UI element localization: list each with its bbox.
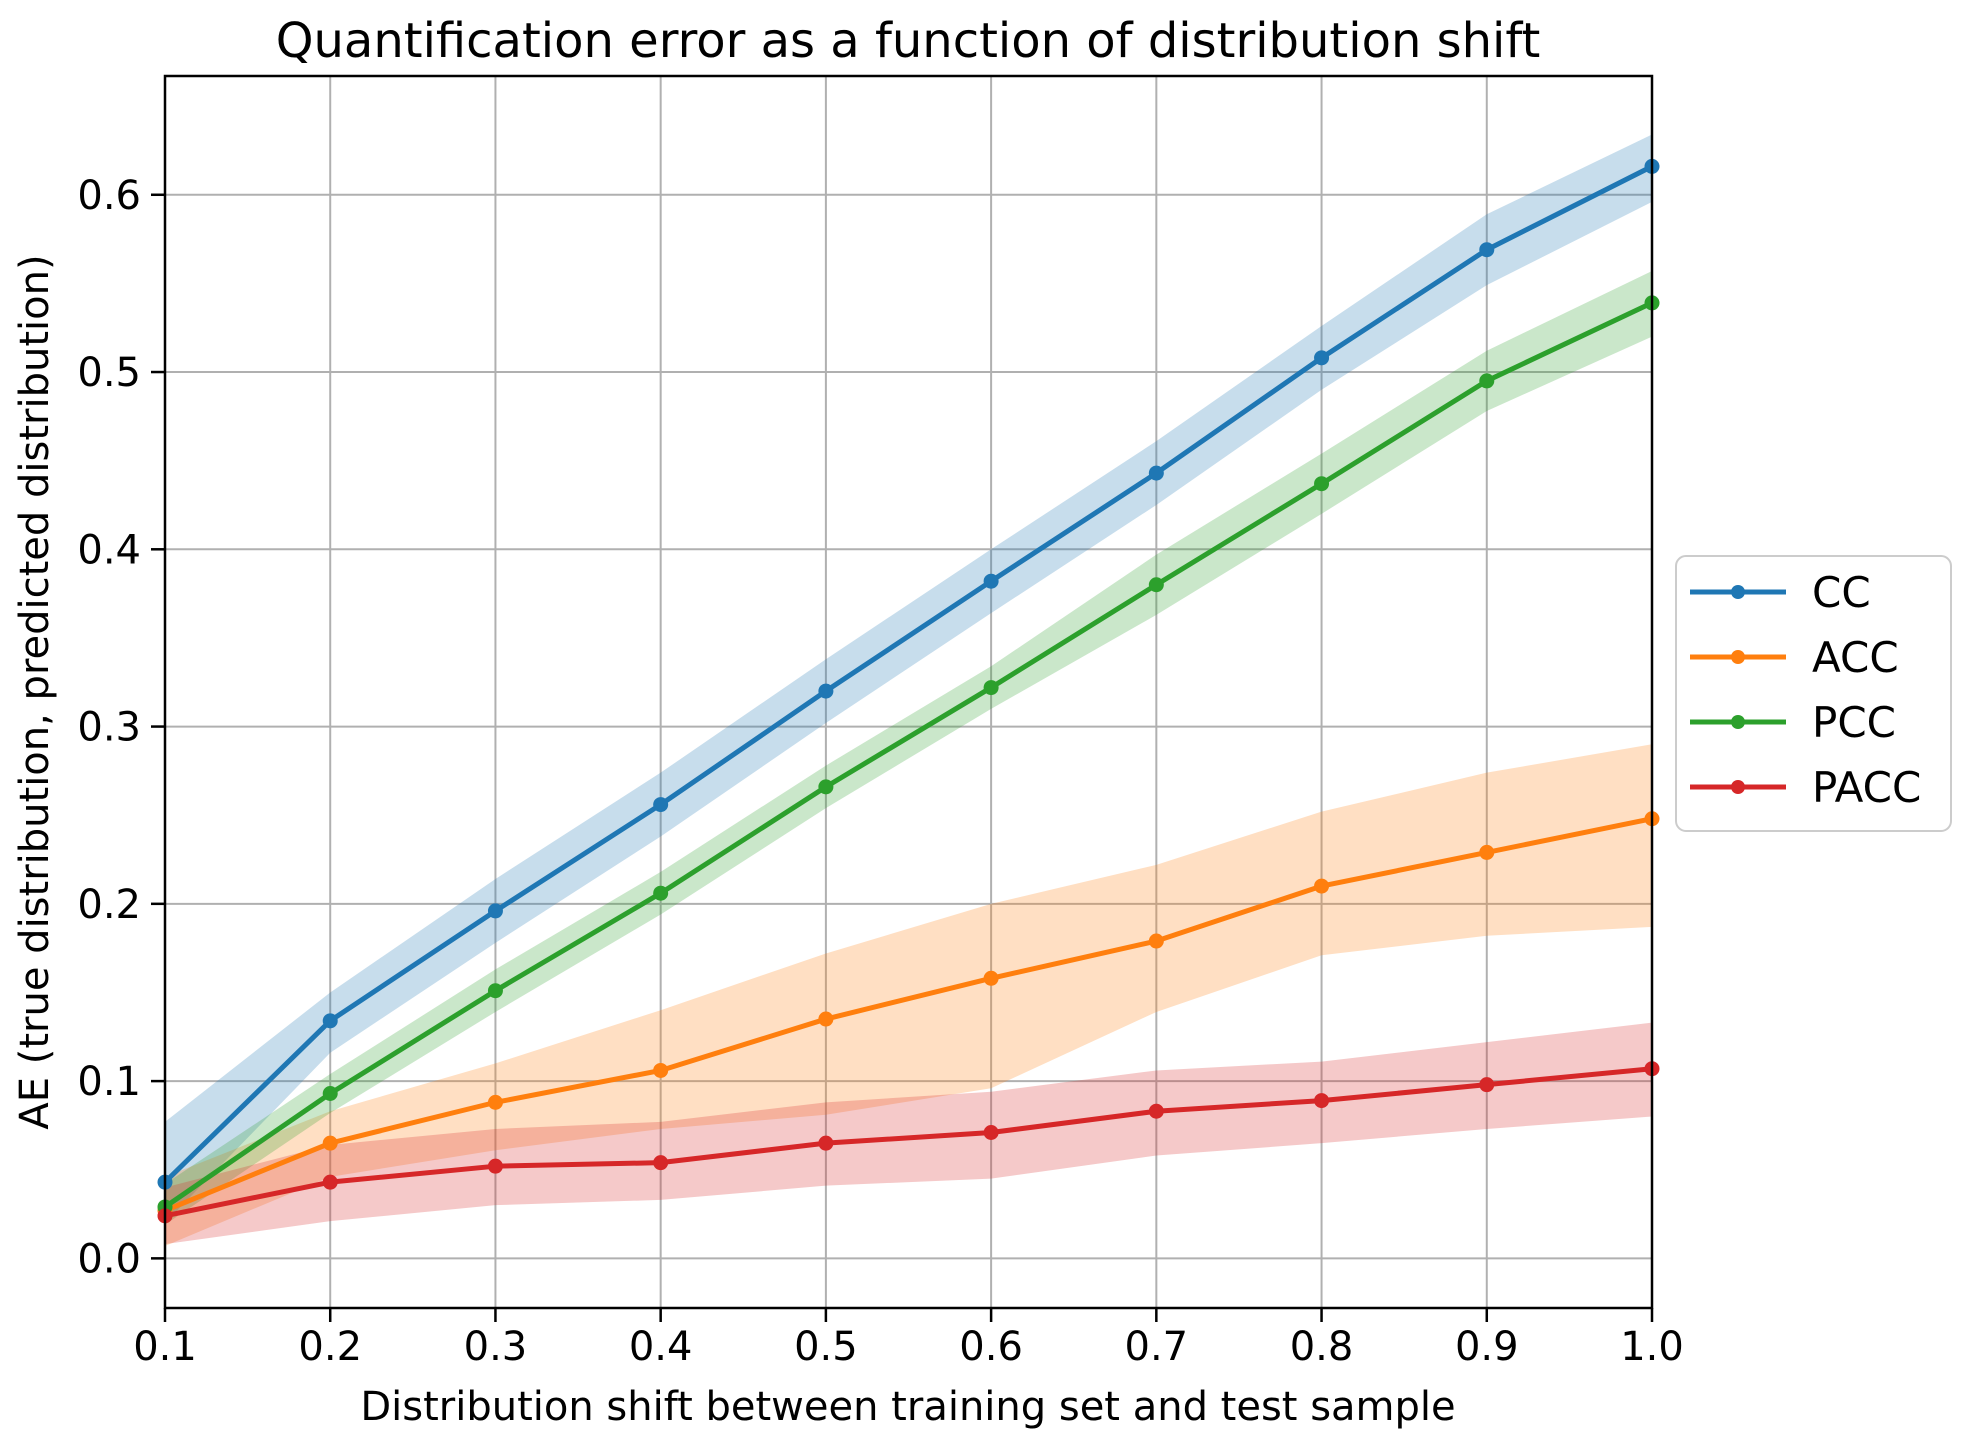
marker-PCC-0.2 <box>322 1086 338 1102</box>
marker-PACC-0.8 <box>1314 1093 1330 1109</box>
x-axis-label: Distribution shift between training set … <box>360 1384 1455 1430</box>
series-line-PACC <box>162 1066 1655 1219</box>
marker-PACC-0.9 <box>1479 1077 1495 1093</box>
legend-entry-PCC: PCC <box>1690 698 1896 747</box>
legend-marker-CC <box>1731 585 1745 599</box>
x-tick-label-0.6: 0.6 <box>959 1324 1023 1370</box>
chart-title: Quantification error as a function of di… <box>276 13 1541 69</box>
tick-layer <box>151 193 1654 1322</box>
marker-CC-0.7 <box>1148 465 1164 481</box>
x-tick-label-0.8: 0.8 <box>1290 1324 1354 1370</box>
legend-entry-CC: CC <box>1690 568 1871 617</box>
legend-entry-PACC: PACC <box>1690 763 1921 812</box>
legend-label-ACC: ACC <box>1812 633 1899 682</box>
confidence-band-ACC <box>165 744 1652 1246</box>
marker-PCC-0.9 <box>1479 373 1495 389</box>
marker-ACC-0.5 <box>818 1011 834 1027</box>
confidence-band-CC <box>165 134 1652 1223</box>
x-tick-label-0.9: 0.9 <box>1455 1324 1519 1370</box>
y-tick-label-0.3: 0.3 <box>77 705 141 751</box>
x-tick-label-0.2: 0.2 <box>298 1324 362 1370</box>
marker-ACC-0.4 <box>653 1062 669 1078</box>
marker-PACC-0.2 <box>322 1174 338 1190</box>
y-tick-label-0.5: 0.5 <box>77 350 141 396</box>
legend-marker-PCC <box>1731 715 1745 729</box>
marker-CC-0.5 <box>818 683 834 699</box>
marker-CC-0.6 <box>983 573 999 589</box>
x-tick-label-0.3: 0.3 <box>464 1324 528 1370</box>
y-tick-label-0.6: 0.6 <box>77 173 141 219</box>
series-line-CC <box>162 163 1655 1185</box>
marker-PACC-0.5 <box>818 1135 834 1151</box>
marker-CC-0.3 <box>487 903 503 919</box>
marker-PACC-0.3 <box>487 1158 503 1174</box>
y-tick-label-0.0: 0.0 <box>77 1236 141 1282</box>
legend-marker-ACC <box>1731 650 1745 664</box>
marker-ACC-0.8 <box>1314 878 1330 894</box>
confidence-band-PACC <box>165 1022 1652 1245</box>
marker-PCC-0.7 <box>1148 577 1164 593</box>
marker-CC-0.9 <box>1479 242 1495 258</box>
legend-label-CC: CC <box>1812 568 1871 617</box>
marker-PACC-0.6 <box>983 1125 999 1141</box>
y-tick-label-0.2: 0.2 <box>77 882 141 928</box>
marker-ACC-0.2 <box>322 1135 338 1151</box>
marker-CC-0.8 <box>1314 350 1330 366</box>
series-line-ACC <box>162 816 1655 1214</box>
plot-border <box>163 74 1654 1310</box>
marker-PACC-0.4 <box>653 1155 669 1171</box>
marker-CC-0.2 <box>322 1013 338 1029</box>
x-tick-label-0.4: 0.4 <box>629 1324 693 1370</box>
marker-PCC-0.6 <box>983 680 999 696</box>
x-tick-label-1.0: 1.0 <box>1620 1324 1684 1370</box>
x-tick-label-0.1: 0.1 <box>133 1324 197 1370</box>
confidence-band-layer <box>165 134 1652 1246</box>
marker-PCC-0.3 <box>487 983 503 999</box>
marker-ACC-0.3 <box>487 1094 503 1110</box>
y-tick-label-0.4: 0.4 <box>77 527 141 573</box>
y-tick-label-0.1: 0.1 <box>77 1059 141 1105</box>
series-line-PCC <box>162 300 1655 1210</box>
legend-marker-PACC <box>1731 780 1745 794</box>
marker-ACC-0.7 <box>1148 933 1164 949</box>
x-tick-label-0.7: 0.7 <box>1125 1324 1189 1370</box>
x-tick-label-0.5: 0.5 <box>794 1324 858 1370</box>
marker-PCC-0.5 <box>818 779 834 795</box>
tick-label-layer: 0.1 0.2 0.3 0.4 0.5 0.6 0.7 0.8 0.9 1.0 0.0 0.1 0.2 0… <box>77 173 1683 1370</box>
marker-CC-0.4 <box>653 797 669 813</box>
marker-ACC-0.6 <box>983 970 999 986</box>
marker-PACC-0.7 <box>1148 1103 1164 1119</box>
legend-label-PACC: PACC <box>1812 763 1921 812</box>
legend: CC ACC PCC PACC <box>1675 555 1952 832</box>
marker-ACC-0.9 <box>1479 844 1495 860</box>
marker-PCC-0.4 <box>653 885 669 901</box>
legend-label-PCC: PCC <box>1812 698 1896 747</box>
marker-PCC-0.8 <box>1314 476 1330 492</box>
legend-box <box>1675 555 1952 832</box>
legend-entry-ACC: ACC <box>1690 633 1899 682</box>
y-axis-label: AE (true distribution, predicted distrib… <box>12 254 58 1129</box>
